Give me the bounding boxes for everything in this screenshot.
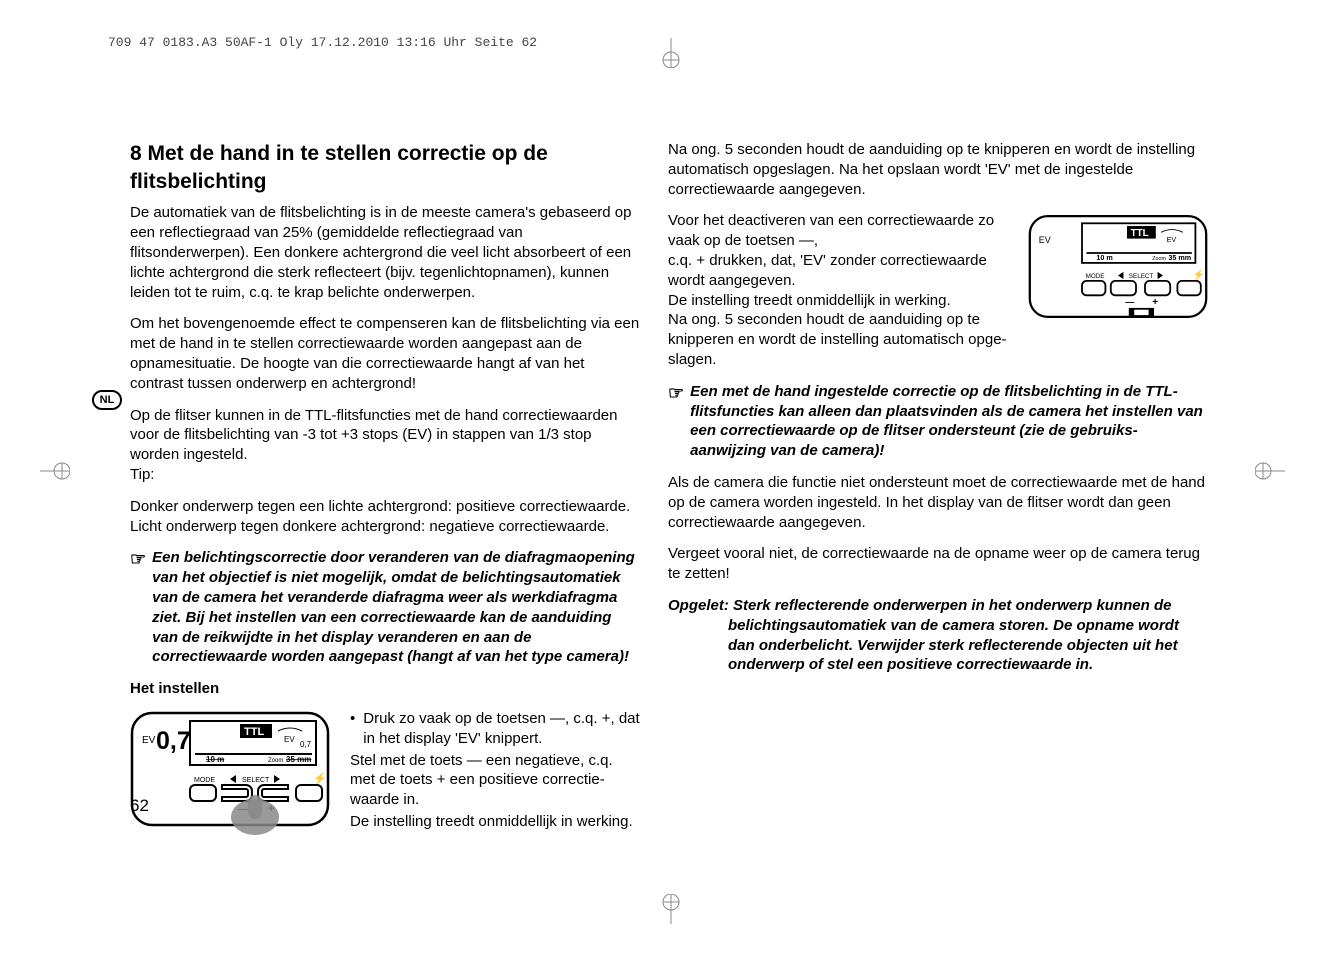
zoom-label: 35 mm [1168,254,1191,263]
warning-text-body: belichtingsautomatiek van de camera stor… [668,616,1208,675]
left-column: 8 Met de hand in te stellen correctie op… [130,140,640,839]
paragraph-line: c.q. + drukken, dat, 'EV' zonder correct… [668,251,1014,291]
crop-mark-right [1255,460,1285,482]
note-block: ☞ Een belichtingscorrectie door verander… [130,548,640,667]
subheading: Het instellen [130,679,640,699]
minus-label: — [1125,298,1134,308]
note-text: Een belichtingscorrectie door veranderen… [152,548,640,667]
note-block: ☞ Een met de hand ingestelde correctie o… [668,382,1208,461]
flash-icon: ⚡ [1193,270,1205,282]
ttl-label: TTL [244,726,264,738]
paragraph-line: Voor het deactiveren van een correctiewa… [668,211,1014,251]
ev-value: 0,7 [156,727,191,755]
ev-small-value: 0,7 [300,740,312,749]
zoom-label: 35 mm [286,755,311,764]
instruction-line: Stel met de toets — een negatieve, c.q. … [350,751,640,810]
pointing-hand-icon: ☞ [130,548,146,667]
flash-device-illustration: EV TTL EV 10 m Zoom 35 mm MODE SELECT ⚡ … [1028,211,1208,331]
distance-label: 10 m [206,755,224,764]
zoom-word: Zoom [1152,257,1166,263]
zoom-word: Zoom [268,758,283,764]
paragraph: Als de camera die functie niet ondersteu… [668,473,1208,532]
paragraph: Vergeet vooral niet, de correctiewaarde … [668,544,1208,584]
crop-mark-top [660,38,682,68]
instruction-text: • Druk zo vaak op de toetsen —, c.q. +, … [350,709,640,832]
right-column: Na ong. 5 seconden houdt de aanduiding o… [668,140,1208,839]
paragraph: Na ong. 5 seconden houdt de aanduiding o… [668,140,1208,199]
ev-label: EV [142,735,156,746]
ev-small-label: EV [284,735,295,744]
bullet-icon: • [350,709,355,749]
print-header: 709 47 0183.A3 50AF-1 Oly 17.12.2010 13:… [108,35,537,50]
ttl-label: TTL [1131,228,1149,239]
paragraph: De automatiek van de flitsbelichting is … [130,203,640,302]
flash-icon: ⚡ [313,772,327,785]
paragraph-line: Na ong. 5 seconden houdt de aanduiding o… [668,310,1014,369]
flash-device-illustration: EV 0,7 TTL EV 0,7 10 m Zoom 35 mm MODE S… [130,709,330,839]
warning-text-first: Sterk reflecterende onderwerpen in het o… [733,597,1171,614]
warning-block: Opgelet: Sterk reflecterende onderwerpen… [668,596,1208,675]
select-label: SELECT [1129,274,1154,281]
page-content: 8 Met de hand in te stellen correctie op… [130,140,1210,839]
paragraph-line: De instelling treedt onmiddellijk in wer… [668,291,1014,311]
text: Op de flitser kunnen in de TTL-flitsfunc… [130,407,617,464]
crop-mark-bottom [660,894,682,924]
plus-label: + [1152,298,1158,309]
instruction-block: EV 0,7 TTL EV 0,7 10 m Zoom 35 mm MODE S… [130,709,640,839]
ev-label: EV [1039,235,1051,245]
warning-label: Opgelet: [668,597,729,614]
paragraph: Om het bovengenoemde effect te compenser… [130,314,640,393]
mode-label: MODE [1086,274,1105,281]
paragraph: Donker onderwerp tegen een lichte achter… [130,497,640,537]
mode-label: MODE [194,777,215,784]
instruction-line: Druk zo vaak op de toetsen —, c.q. +, da… [363,709,640,749]
instruction-line: De instelling treedt onmiddellijk in wer… [350,812,640,832]
section-heading: 8 Met de hand in te stellen correctie op… [130,140,640,195]
crop-mark-left [40,460,70,482]
page-number: 62 [130,796,149,816]
tip-label: Tip: [130,466,154,483]
note-text: Een met de hand ingestelde correctie op … [690,382,1208,461]
text-with-figure: Voor het deactiveren van een correctiewa… [668,211,1208,369]
pointing-hand-icon: ☞ [668,382,684,461]
select-label: SELECT [242,777,270,784]
ev-small-label: EV [1167,236,1177,245]
language-badge: NL [92,390,122,410]
distance-label: 10 m [1096,254,1112,263]
paragraph: Op de flitser kunnen in de TTL-flitsfunc… [130,406,640,485]
